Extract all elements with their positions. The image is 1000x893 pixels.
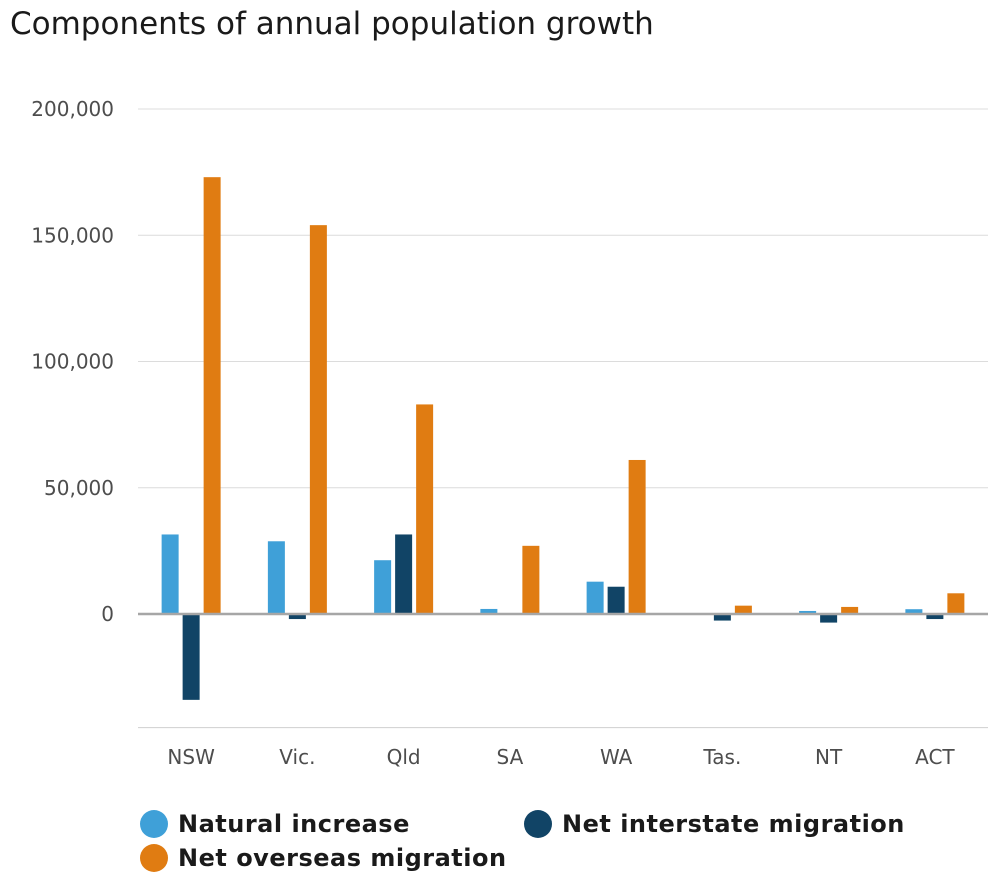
- y-tick-label: 0: [101, 602, 114, 626]
- bar-natural-increase-nsw: [161, 534, 179, 614]
- bar-net-interstate-migration-act: [926, 614, 944, 620]
- legend-swatch-net-overseas-migration: [140, 844, 168, 872]
- chart-legend: Natural increase Net interstate migratio…: [140, 810, 980, 882]
- bar-net-overseas-migration-wa: [628, 459, 646, 614]
- legend-item-net-overseas-migration[interactable]: Net overseas migration: [140, 844, 507, 872]
- x-tick-label: Qld: [387, 745, 421, 769]
- bar-natural-increase-act: [905, 609, 923, 614]
- bar-natural-increase-vic: [267, 541, 285, 614]
- bar-net-interstate-migration-nt: [820, 614, 838, 623]
- legend-swatch-net-interstate-migration: [524, 810, 552, 838]
- bar-net-overseas-migration-act: [947, 593, 965, 614]
- x-tick-label: SA: [497, 745, 524, 769]
- bar-net-interstate-migration-vic: [288, 614, 306, 620]
- y-tick-label: 100,000: [31, 350, 114, 374]
- legend-label-natural-increase: Natural increase: [178, 810, 410, 838]
- x-tick-label: NT: [815, 745, 843, 769]
- bar-net-interstate-migration-qld: [395, 534, 413, 614]
- y-tick-label: 150,000: [31, 223, 114, 247]
- legend-label-net-overseas-migration: Net overseas migration: [178, 844, 507, 872]
- legend-item-natural-increase[interactable]: Natural increase: [140, 810, 410, 838]
- x-tick-label: ACT: [915, 745, 955, 769]
- bar-net-overseas-migration-sa: [522, 545, 540, 614]
- bar-net-overseas-migration-nt: [841, 606, 859, 614]
- bar-net-interstate-migration-nsw: [182, 614, 200, 700]
- bar-natural-increase-nt: [799, 610, 817, 614]
- bar-net-overseas-migration-nsw: [203, 177, 221, 615]
- bar-net-overseas-migration-tas: [734, 605, 752, 614]
- bar-natural-increase-sa: [480, 608, 498, 614]
- y-tick-label: 200,000: [31, 97, 114, 121]
- bar-natural-increase-qld: [374, 560, 392, 614]
- bar-net-overseas-migration-qld: [416, 404, 434, 614]
- bar-net-interstate-migration-tas: [713, 614, 731, 621]
- legend-swatch-natural-increase: [140, 810, 168, 838]
- legend-item-net-interstate-migration[interactable]: Net interstate migration: [524, 810, 905, 838]
- bar-natural-increase-wa: [586, 581, 604, 614]
- bar-net-interstate-migration-wa: [607, 586, 625, 614]
- x-tick-label: Tas.: [702, 745, 741, 769]
- y-tick-label: 50,000: [44, 476, 114, 500]
- bar-chart: 200,000 150,000 100,000 50,000 0 NSW Vic. Qld SA…: [31, 97, 988, 769]
- bar-net-overseas-migration-vic: [309, 225, 327, 614]
- chart-title: Components of annual population growth: [10, 6, 654, 42]
- x-tick-label: Vic.: [279, 745, 315, 769]
- x-tick-label: WA: [600, 745, 633, 769]
- legend-label-net-interstate-migration: Net interstate migration: [562, 810, 905, 838]
- x-tick-label: NSW: [167, 745, 215, 769]
